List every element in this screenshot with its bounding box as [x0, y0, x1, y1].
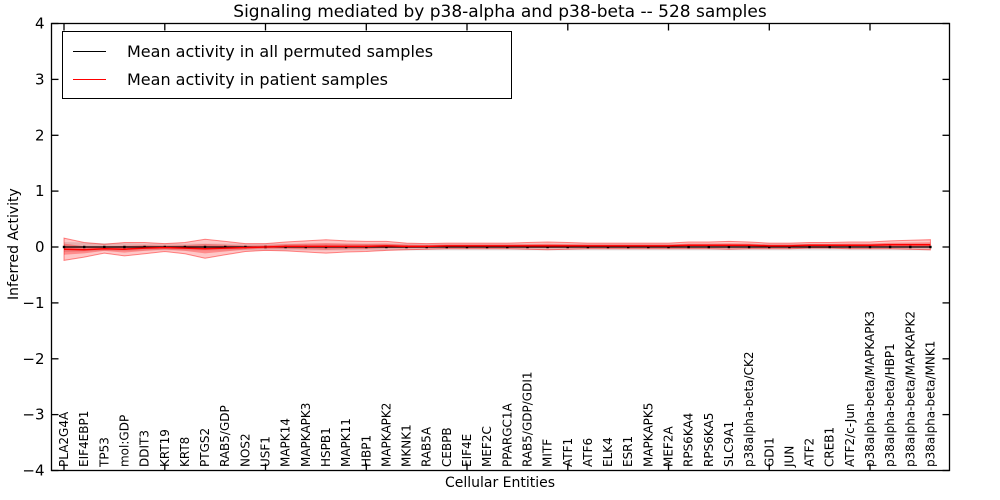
legend: Mean activity in all permuted samples Me…	[62, 31, 512, 99]
y-ticks	[51, 22, 950, 472]
x-tick-label: MAPK14	[279, 418, 293, 467]
x-tick-label: p38alpha-beta/CK2	[742, 352, 756, 467]
legend-line-swatch-black	[73, 50, 106, 52]
y-tick-label: −3	[22, 406, 44, 424]
y-tick-label: 4	[35, 15, 45, 33]
x-tick-label: HSPB1	[319, 427, 333, 467]
x-tick-label: CREB1	[823, 427, 837, 467]
x-tick-label: p38alpha-beta/HBP1	[883, 343, 897, 467]
y-tick-label: 1	[35, 182, 45, 200]
x-tick-label: mol:GDP	[117, 415, 131, 467]
x-tick-label: CEBPB	[440, 427, 454, 467]
x-tick-label: MAPKAPK5	[641, 403, 655, 467]
legend-label-patient: Mean activity in patient samples	[127, 69, 388, 89]
x-tick-label: ATF2/c-Jun	[843, 403, 857, 467]
y-tick-label: 2	[35, 126, 45, 144]
x-tick-label: ATF1	[561, 438, 575, 467]
x-tick-label: SLC9A1	[722, 421, 736, 467]
x-tick-label: ESR1	[621, 436, 635, 467]
x-tick-label: NOS2	[238, 433, 252, 467]
x-tick-label: USF1	[259, 436, 273, 467]
x-ticks	[63, 23, 871, 471]
x-tick-label: RPS6KA5	[702, 413, 716, 467]
x-tick-label: MEF2A	[662, 426, 676, 467]
x-tick-label: MAPK11	[339, 418, 353, 467]
x-tick-label: p38alpha-beta/MAPKAPK3	[863, 311, 877, 467]
y-tick-labels: −4 −3 −2 −1 0 1 2 3 4	[22, 15, 44, 480]
x-tick-label: PPARGC1A	[500, 402, 514, 467]
x-tick-label: RAB5/GDP	[218, 405, 232, 467]
legend-item-permuted: Mean activity in all permuted samples	[73, 37, 511, 65]
x-tick-label: MITF	[541, 439, 555, 467]
x-tick-label: p38alpha-beta/MAPKAPK2	[903, 311, 917, 467]
legend-line-swatch-red	[73, 78, 106, 80]
patient-band-outer	[63, 237, 931, 261]
legend-item-patient: Mean activity in patient samples	[73, 65, 511, 93]
x-tick-label: KRT8	[178, 437, 192, 467]
x-tick-label: MKNK1	[400, 424, 414, 467]
x-tick-label: EIF4EBP1	[77, 411, 91, 467]
x-tick-label: HBP1	[359, 435, 373, 467]
x-tick-label: RPS6KA4	[682, 413, 696, 467]
chart-title: Signaling mediated by p38-alpha and p38-…	[233, 2, 767, 22]
x-tick-label: PTGS2	[198, 428, 212, 467]
y-tick-label: 0	[35, 238, 45, 256]
x-tick-label: KRT19	[158, 429, 172, 467]
y-tick-label: 3	[35, 70, 45, 88]
y-tick-label: −1	[22, 294, 44, 312]
x-tick-label: MAPKAPK3	[299, 403, 313, 467]
x-axis-label: Cellular Entities	[444, 475, 556, 491]
y-tick-label: −2	[22, 350, 44, 368]
x-tick-label: RAB5/GDP/GDI1	[521, 371, 535, 467]
x-tick-label: PLA2G4A	[57, 411, 71, 467]
x-tick-label: EIF4E	[460, 434, 474, 467]
x-tick-label: MEF2C	[480, 426, 494, 467]
x-tick-label: ATF6	[581, 438, 595, 467]
y-tick-label: −4	[22, 462, 44, 480]
x-tick-label: RAB5A	[420, 426, 434, 467]
x-tick-label: ATF2	[803, 438, 817, 467]
x-tick-labels: PLA2G4A EIF4EBP1 TP53 mol:GDP DDIT3 KRT19 KRT8…	[57, 311, 937, 468]
x-tick-label: TP53	[97, 437, 111, 468]
x-tick-label: ELK4	[601, 437, 615, 467]
legend-label-permuted: Mean activity in all permuted samples	[127, 41, 434, 61]
x-tick-label: MAPKAPK2	[379, 403, 393, 467]
x-tick-label: p38alpha-beta/MNK1	[923, 341, 937, 467]
patient-mean-line	[63, 244, 931, 251]
x-tick-label: GDI1	[762, 437, 776, 467]
x-tick-label: DDIT3	[138, 430, 152, 467]
x-tick-label: JUN	[782, 446, 796, 468]
